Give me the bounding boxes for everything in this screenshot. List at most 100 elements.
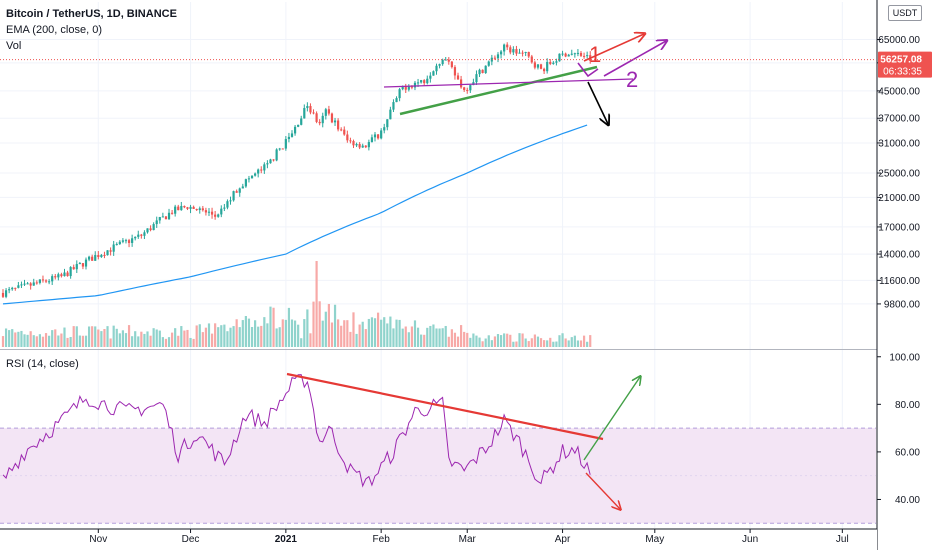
candle-body — [469, 85, 472, 91]
volume-bar — [63, 327, 66, 347]
rsi-band — [0, 427, 876, 524]
candle-body — [177, 206, 180, 211]
volume-bar — [364, 329, 367, 347]
volume-bar — [376, 312, 380, 347]
candle-body — [4, 290, 8, 297]
volume-bar — [134, 331, 137, 347]
volume-bar — [349, 331, 352, 347]
volume-bar — [518, 333, 521, 347]
rsi-legend[interactable]: RSI (14, close) — [6, 358, 79, 370]
candle-body — [48, 281, 51, 283]
candles — [1, 42, 592, 299]
candle-body — [170, 212, 174, 214]
ema-legend[interactable]: EMA (200, close, 0) — [6, 24, 102, 36]
candle-body — [232, 191, 235, 201]
candle-body — [281, 148, 284, 150]
candle-body — [521, 52, 524, 54]
volume-bar — [189, 337, 192, 347]
candle-body — [558, 53, 561, 62]
candle-body — [318, 121, 321, 124]
candle-body — [312, 112, 315, 114]
candle-body — [155, 220, 158, 225]
candle-body — [263, 164, 266, 171]
candle-body — [549, 61, 552, 64]
volume-bar — [420, 334, 423, 347]
volume-bar — [333, 304, 337, 347]
candle-body — [63, 272, 66, 277]
volume-bar — [170, 332, 174, 347]
candle-body — [164, 216, 168, 220]
volume-bar — [306, 309, 309, 347]
volume-bar — [60, 333, 63, 347]
scenario-1-arrow — [583, 34, 644, 62]
volume-bar — [543, 340, 546, 347]
volume-bar — [413, 320, 417, 347]
volume-bar — [490, 340, 493, 347]
volume-bar — [287, 307, 291, 347]
candle-body — [220, 208, 223, 215]
volume-bar — [109, 338, 112, 347]
candle-body — [432, 71, 435, 76]
candle-body — [287, 136, 291, 140]
volume-bar — [290, 319, 294, 347]
candle-body — [284, 139, 287, 149]
candle-body — [503, 44, 506, 52]
volume-bar — [241, 320, 244, 347]
volume-bar — [103, 329, 106, 347]
volume-bar — [297, 324, 300, 347]
volume-bar — [429, 325, 432, 347]
candle-body — [533, 62, 536, 68]
candle-body — [398, 89, 401, 99]
volume-bar — [561, 333, 564, 347]
candle-body — [140, 234, 143, 236]
volume-bar — [201, 332, 204, 347]
candle-body — [293, 126, 297, 134]
volume-bar — [124, 333, 128, 347]
volume-bar — [478, 337, 481, 347]
volume-bar — [66, 337, 69, 347]
volume-bar — [4, 328, 8, 347]
candle-body — [441, 59, 444, 65]
volume-bar — [81, 335, 85, 347]
volume-bar — [395, 319, 398, 347]
volume-bar — [579, 340, 583, 347]
candle-body — [567, 54, 570, 57]
candle-body — [167, 212, 171, 220]
volume-bar — [496, 334, 500, 347]
candle-body — [416, 82, 420, 84]
volume-bar — [217, 327, 220, 347]
volume-bar — [327, 303, 330, 347]
candle-body — [275, 149, 278, 161]
volume-bar — [300, 338, 303, 347]
candle-body — [453, 67, 457, 76]
volume-bar — [303, 319, 306, 347]
volume-bar — [87, 326, 91, 347]
candle-body — [23, 283, 26, 285]
volume-bar — [567, 340, 570, 347]
volume-bar — [456, 336, 460, 347]
candle-body — [192, 206, 195, 209]
candle-body — [244, 179, 247, 187]
candle-body — [158, 217, 161, 221]
time-tick-label: May — [645, 534, 664, 545]
volume-bar — [44, 333, 48, 347]
currency-selector[interactable]: USDT — [888, 5, 922, 21]
candle-body — [124, 240, 128, 242]
candle-body — [576, 52, 580, 54]
volume-bar — [524, 338, 527, 347]
volume-bar — [401, 328, 404, 347]
candle-body — [367, 142, 370, 148]
volume-bar — [472, 333, 475, 347]
candle-body — [383, 127, 386, 131]
volume-bar — [269, 306, 272, 347]
rsi-bullish-arrow — [583, 377, 640, 461]
horizontal-support-line — [383, 78, 634, 88]
symbol-legend[interactable]: Bitcoin / TetherUS, 1D, BINANCE — [6, 8, 177, 20]
volume-bar — [407, 332, 410, 347]
volume-bar — [281, 319, 284, 347]
candle-body — [8, 289, 11, 291]
volume-bar — [318, 301, 321, 347]
vol-legend[interactable]: Vol — [6, 40, 22, 52]
